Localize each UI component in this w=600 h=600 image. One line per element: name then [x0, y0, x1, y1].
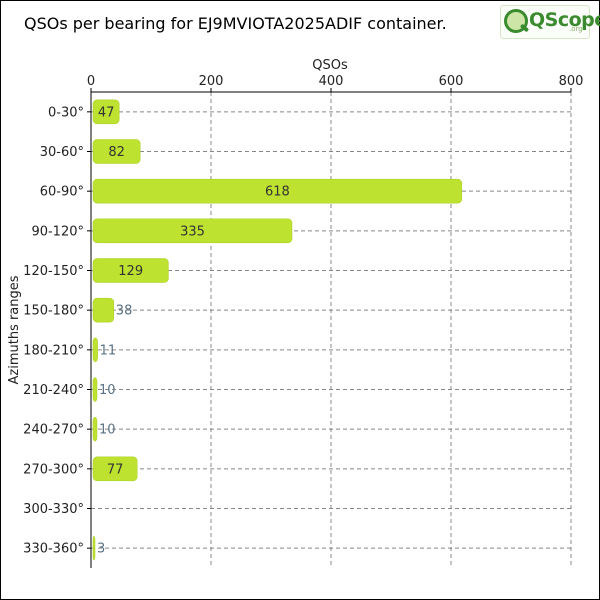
bar: [92, 337, 98, 363]
y-tick-label: 210-240°: [23, 383, 84, 398]
x-tick-label: 0: [87, 74, 95, 89]
bar-value-label: 10: [99, 383, 116, 398]
bar-value-label: 77: [107, 462, 124, 477]
bar-value-label: 11: [100, 343, 117, 358]
bar: [92, 99, 120, 125]
bar: [92, 139, 141, 164]
bar-value-label: 47: [98, 105, 115, 120]
bar-value-label: 335: [180, 224, 205, 239]
logo-word: QScope: [529, 9, 600, 31]
bar-value-label: 82: [108, 145, 125, 160]
bar: [92, 377, 98, 402]
x-axis-label: QSOs: [312, 58, 348, 73]
y-tick-label: 180-210°: [23, 343, 84, 358]
bar-value-label: 3: [97, 542, 105, 557]
y-tick-label: 330-360°: [23, 542, 84, 557]
bar-value-label: 10: [99, 423, 116, 438]
y-tick-label: 90-120°: [31, 224, 84, 239]
x-tick-label: 400: [319, 74, 344, 89]
bar: [92, 258, 169, 283]
logo-suffix: .org: [569, 25, 583, 33]
y-tick-label: 120-150°: [23, 264, 84, 279]
bar-value-label: 129: [118, 264, 143, 279]
bar-value-label: 38: [116, 304, 133, 319]
y-tick-label: 240-270°: [23, 423, 84, 438]
chart-title: QSOs per bearing for EJ9MVIOTA2025ADIF c…: [24, 14, 447, 33]
bar: [92, 297, 115, 323]
bar-value-label: 618: [265, 185, 290, 200]
bar: [92, 178, 463, 204]
x-tick-label: 200: [199, 74, 224, 89]
bar: [92, 456, 138, 482]
y-tick-label: 150-180°: [23, 304, 84, 319]
y-tick-label: 0-30°: [48, 105, 84, 120]
y-tick-label: 30-60°: [40, 145, 84, 160]
x-tick-label: 800: [559, 74, 584, 89]
y-tick-label: 300-330°: [23, 502, 84, 517]
y-axis-label: Azimuths ranges: [7, 275, 22, 384]
qscope-logo[interactable]: QScope .org: [500, 5, 600, 39]
y-tick-label: 270-300°: [23, 462, 84, 477]
y-tick-label: 60-90°: [40, 185, 84, 200]
bar: [92, 416, 98, 442]
bar: [92, 535, 96, 561]
x-tick-label: 600: [439, 74, 464, 89]
bar: [92, 218, 293, 244]
